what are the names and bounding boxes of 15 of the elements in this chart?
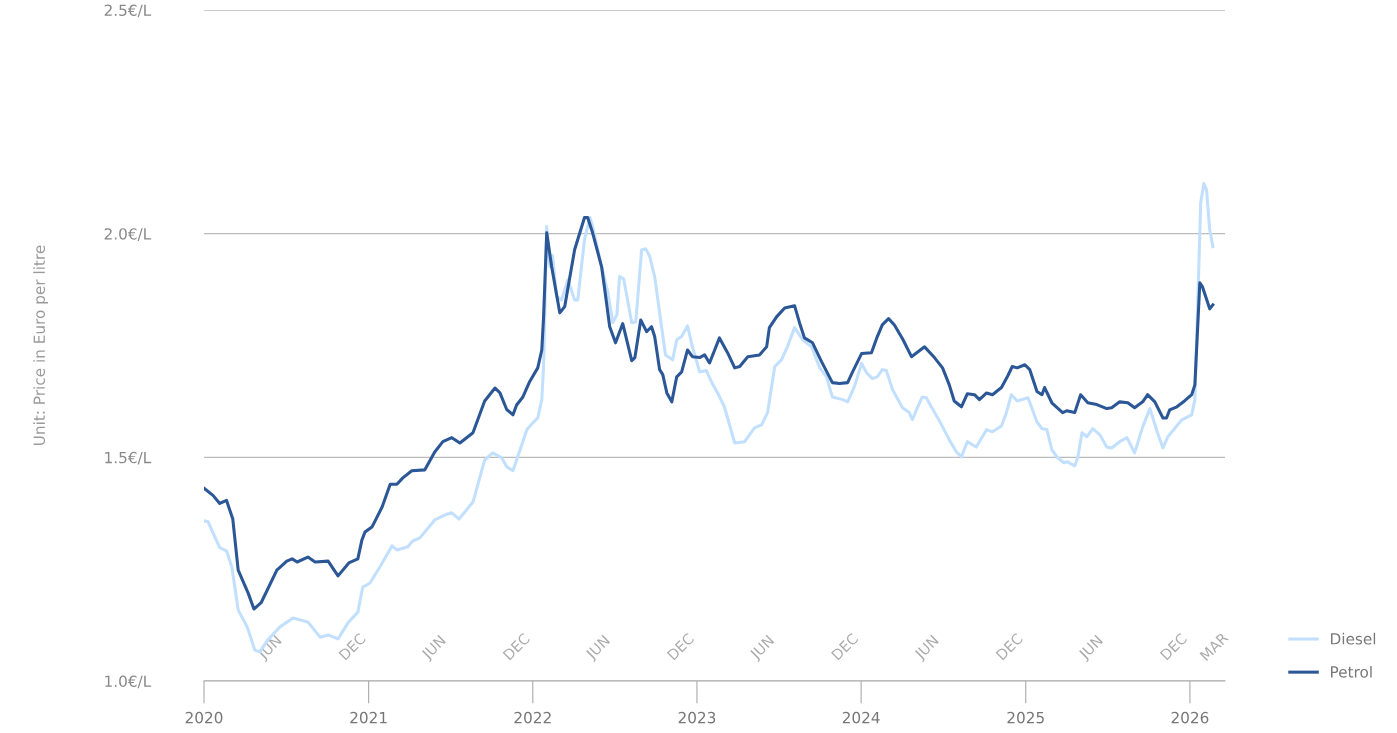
- x-tick-label: 2020: [185, 711, 223, 724]
- x-tick-label: 2024: [842, 711, 880, 724]
- x-tick-label: 2021: [350, 711, 387, 724]
- x-tick-label: 2022: [514, 711, 551, 724]
- y-tick-label: 2.5€/L: [104, 4, 152, 18]
- y-axis-title: Unit: Price in Euro per litre: [33, 245, 48, 445]
- legend-label: Petrol: [1331, 665, 1372, 678]
- y-tick-label: 1.0€/L: [105, 675, 152, 689]
- y-tick-label: 1.5€/L: [105, 451, 152, 465]
- x-tick-label: 2023: [678, 711, 716, 724]
- y-tick-label: 2.0€/L: [104, 228, 152, 241]
- x-tick-label: 2026: [1171, 711, 1209, 724]
- line-series: [204, 216, 1215, 611]
- x-tick-label: 2025: [1007, 711, 1044, 724]
- legend-label: Diesel: [1331, 632, 1376, 645]
